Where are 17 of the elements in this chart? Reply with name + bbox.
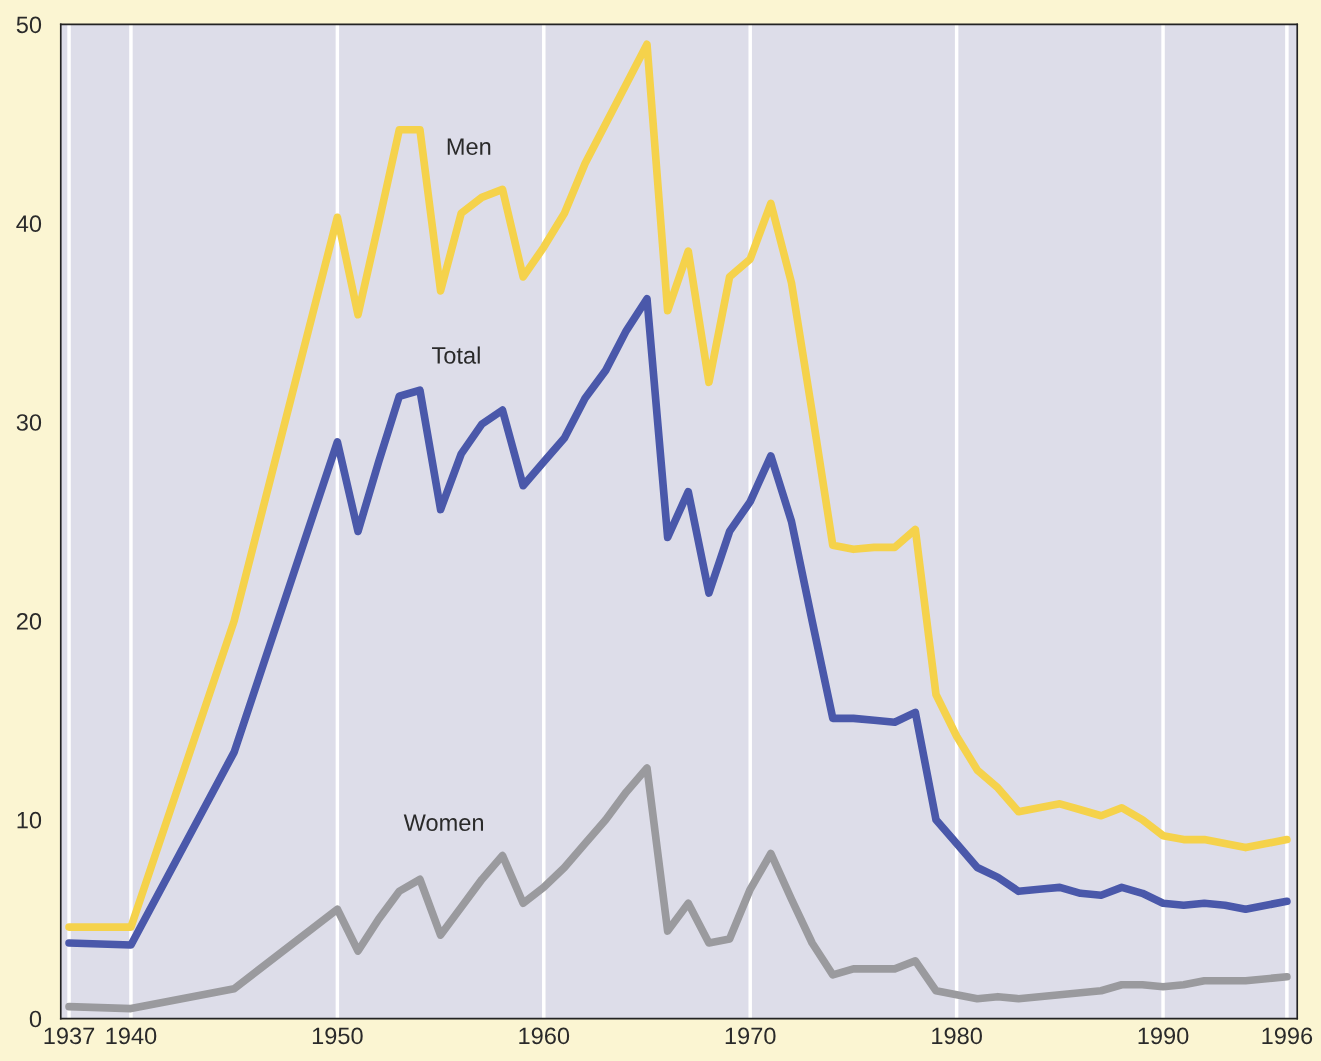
series-label: Men bbox=[447, 138, 491, 156]
x-tick-label: 1980 bbox=[932, 1027, 982, 1045]
x-tick-label: 1996 bbox=[1262, 1027, 1313, 1045]
x-tick-label: 1990 bbox=[1138, 1027, 1189, 1045]
y-tick-label: 10 bbox=[17, 811, 42, 829]
y-tick-label: 20 bbox=[16, 612, 42, 630]
x-tick-label: 1940 bbox=[106, 1027, 157, 1045]
y-tick-label: 0 bbox=[29, 1010, 42, 1028]
y-tick-label: 30 bbox=[16, 414, 42, 431]
series-label: Women bbox=[403, 814, 483, 832]
y-tick-label: 50 bbox=[16, 16, 42, 34]
x-tick-label: 1937 bbox=[44, 1027, 95, 1045]
x-tick-label: 1960 bbox=[519, 1027, 570, 1045]
x-tick-label: 1950 bbox=[312, 1027, 363, 1045]
y-tick-label: 40 bbox=[16, 215, 42, 233]
x-tick-label: 1970 bbox=[725, 1027, 776, 1045]
series-label: Total bbox=[432, 346, 480, 364]
